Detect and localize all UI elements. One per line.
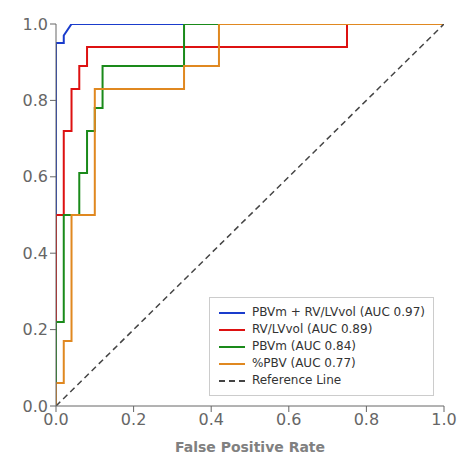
html-text:PBVm (AUC 0.84): PBVm (AUC 0.84) <box>251 339 356 353</box>
svg-text:1.0: 1.0 <box>431 410 456 429</box>
svg-text:1.0: 1.0 <box>23 15 48 34</box>
svg-text:0.2: 0.2 <box>23 320 48 339</box>
html-text:%PBV (AUC 0.77): %PBV (AUC 0.77) <box>251 356 356 370</box>
svg-text:0.8: 0.8 <box>23 91 48 110</box>
svg-text:0.2: 0.2 <box>121 410 146 429</box>
svg-text:False Positive Rate: False Positive Rate <box>175 439 325 455</box>
svg-text:0.6: 0.6 <box>276 410 301 429</box>
svg-text:0.0: 0.0 <box>43 410 69 430</box>
svg-text:0.8: 0.8 <box>354 410 379 429</box>
svg-text:0.4: 0.4 <box>198 410 223 429</box>
html-text:PBVm + RV/LVvol (AUC 0.97): PBVm + RV/LVvol (AUC 0.97) <box>251 305 425 319</box>
svg-text:0.4: 0.4 <box>23 244 48 263</box>
svg-text:0.0: 0.0 <box>23 397 48 416</box>
html-text:RV/LVvol (AUC 0.89): RV/LVvol (AUC 0.89) <box>251 322 373 336</box>
svg-text:0.6: 0.6 <box>23 167 48 186</box>
html-text:Reference Line: Reference Line <box>251 373 342 387</box>
